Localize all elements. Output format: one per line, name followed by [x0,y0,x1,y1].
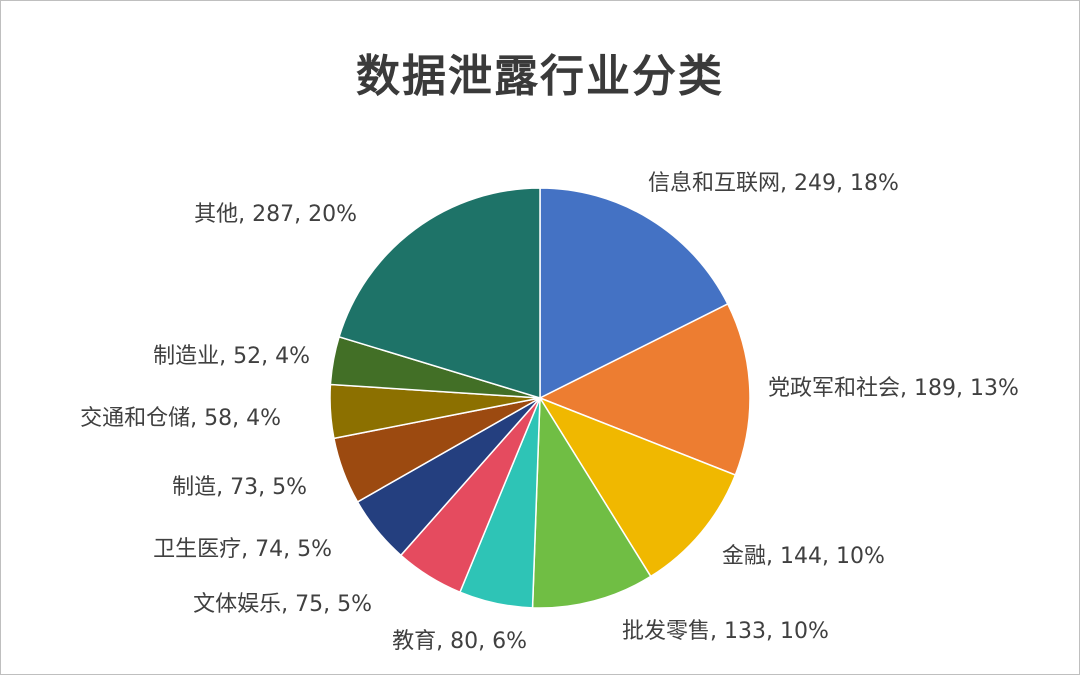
data-label-4: 批发零售, 133, 10% [622,619,829,644]
pie-slice-3 [538,396,737,578]
data-label-8: 制造, 73, 5% [172,475,307,500]
data-label-7: 卫生医疗, 74, 5% [153,537,332,562]
pie-slice-2 [538,302,751,476]
data-label-9: 交通和仓储, 58, 4% [80,406,281,431]
data-label-5: 教育, 80, 6% [392,629,527,654]
data-label-2: 党政军和社会, 189, 13% [768,376,1019,401]
data-label-3: 金融, 144, 10% [722,544,885,569]
data-label-11: 其他, 287, 20% [194,202,357,227]
data-label-1: 信息和互联网, 249, 18% [648,171,899,196]
pie-slice-4 [531,395,652,609]
pie-labels: 信息和互联网, 249, 18% 党政军和社会, 189, 13% 金融, 144,… [80,171,1019,654]
chart-title: 数据泄露行业分类 [356,51,724,102]
pie-slice-11 [338,187,541,400]
data-label-6: 文体娱乐, 75, 5% [193,592,372,617]
pie-slice-1 [539,187,729,400]
pie-slices [329,187,751,609]
data-label-10: 制造业, 52, 4% [153,344,310,369]
